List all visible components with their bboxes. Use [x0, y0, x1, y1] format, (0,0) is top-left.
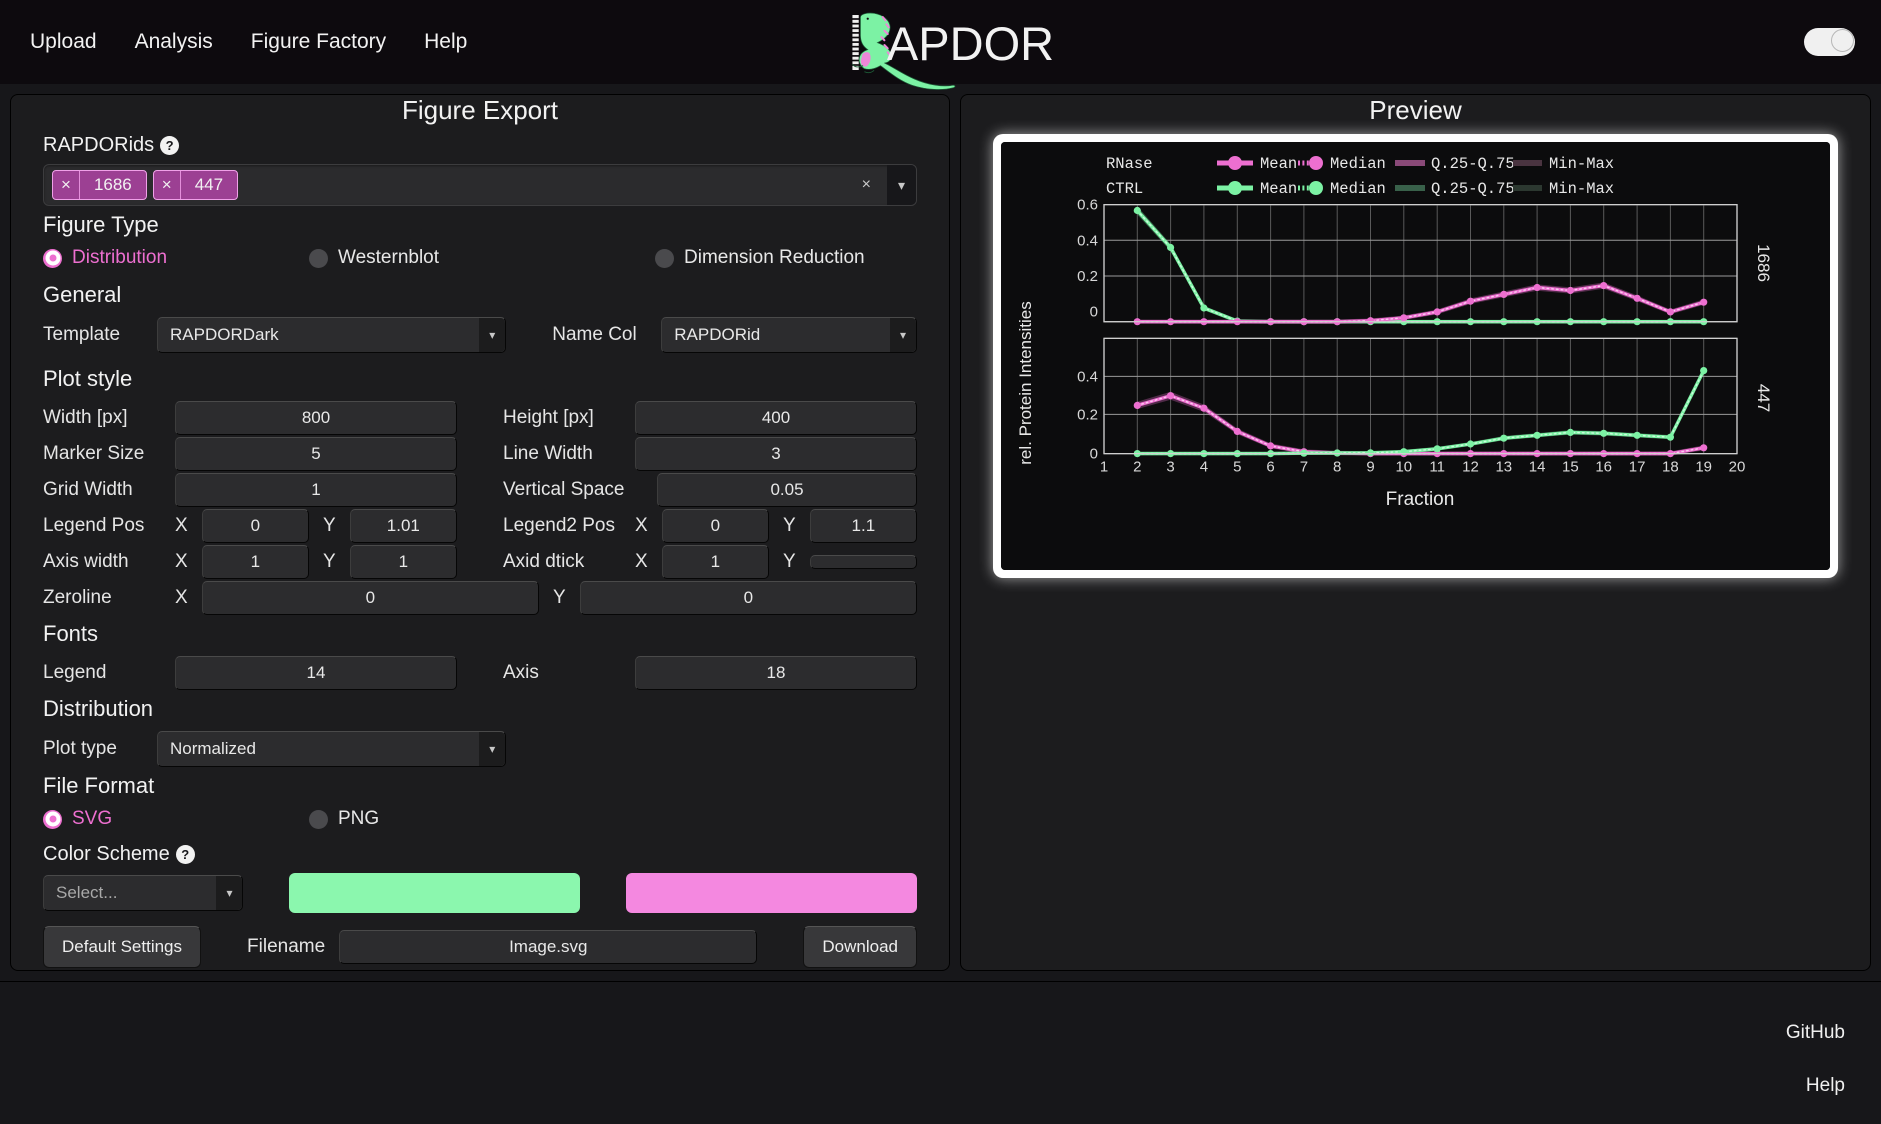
svg-text:17: 17 [1629, 459, 1646, 476]
svg-text:19: 19 [1695, 459, 1712, 476]
svg-text:20: 20 [1729, 459, 1746, 476]
svg-text:4: 4 [1200, 459, 1208, 476]
svg-text:3: 3 [1166, 459, 1174, 476]
svg-text:0.6: 0.6 [1077, 197, 1098, 214]
svg-text:13: 13 [1495, 459, 1512, 476]
svg-text:Fraction: Fraction [1386, 489, 1455, 510]
svg-text:0.2: 0.2 [1077, 406, 1098, 423]
svg-text:10: 10 [1395, 459, 1412, 476]
svg-text:447: 447 [1754, 384, 1773, 412]
svg-text:0.4: 0.4 [1077, 232, 1098, 249]
svg-text:Min-Max: Min-Max [1549, 180, 1614, 198]
svg-text:Q.25-Q.75: Q.25-Q.75 [1431, 180, 1515, 198]
svg-text:0: 0 [1090, 446, 1098, 463]
svg-text:16: 16 [1595, 459, 1612, 476]
svg-text:Median: Median [1330, 155, 1386, 173]
svg-text:Mean: Mean [1260, 180, 1297, 198]
svg-text:11: 11 [1429, 459, 1445, 476]
svg-text:rel. Protein Intensities: rel. Protein Intensities [1016, 301, 1035, 464]
svg-text:1: 1 [1100, 459, 1108, 476]
svg-text:Mean: Mean [1260, 155, 1297, 173]
svg-text:Min-Max: Min-Max [1549, 155, 1614, 173]
svg-text:6: 6 [1266, 459, 1274, 476]
svg-text:0: 0 [1090, 304, 1098, 321]
svg-text:14: 14 [1529, 459, 1546, 476]
svg-text:5: 5 [1233, 459, 1241, 476]
svg-text:15: 15 [1562, 459, 1579, 476]
svg-text:12: 12 [1462, 459, 1479, 476]
svg-text:0.2: 0.2 [1077, 268, 1098, 285]
svg-text:7: 7 [1300, 459, 1308, 476]
svg-text:1686: 1686 [1754, 244, 1773, 282]
svg-text:8: 8 [1333, 459, 1341, 476]
svg-text:RNase: RNase [1106, 155, 1153, 173]
svg-text:CTRL: CTRL [1106, 180, 1143, 198]
svg-text:9: 9 [1366, 459, 1374, 476]
svg-text:Q.25-Q.75: Q.25-Q.75 [1431, 155, 1515, 173]
svg-text:0.4: 0.4 [1077, 368, 1098, 385]
svg-text:2: 2 [1133, 459, 1141, 476]
svg-text:Median: Median [1330, 180, 1386, 198]
svg-text:18: 18 [1662, 459, 1679, 476]
